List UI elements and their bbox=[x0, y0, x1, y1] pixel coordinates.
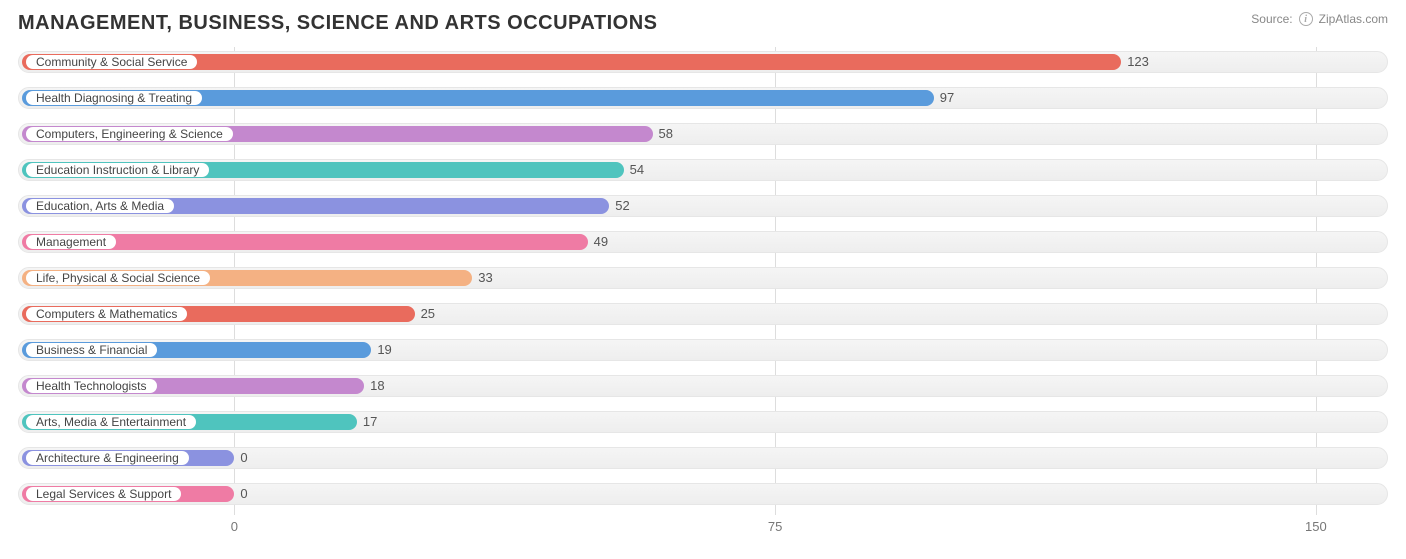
category-label: Health Technologists bbox=[26, 379, 157, 393]
category-label: Computers & Mathematics bbox=[26, 307, 187, 321]
axis-tick-label: 150 bbox=[1305, 519, 1327, 534]
value-label: 33 bbox=[478, 271, 492, 285]
category-label: Management bbox=[26, 235, 116, 249]
category-label: Computers, Engineering & Science bbox=[26, 127, 233, 141]
category-label: Community & Social Service bbox=[26, 55, 197, 69]
bar-row: Health Technologists 18 bbox=[18, 371, 1388, 401]
value-label: 97 bbox=[940, 91, 954, 105]
bar-row: Arts, Media & Entertainment 17 bbox=[18, 407, 1388, 437]
info-icon: i bbox=[1299, 12, 1313, 26]
value-label: 52 bbox=[615, 199, 629, 213]
bar-row: Life, Physical & Social Science 33 bbox=[18, 263, 1388, 293]
value-label: 18 bbox=[370, 379, 384, 393]
category-label: Legal Services & Support bbox=[26, 487, 181, 501]
bar-row: Computers, Engineering & Science 58 bbox=[18, 119, 1388, 149]
bar-row: Management 49 bbox=[18, 227, 1388, 257]
bar-row: Business & Financial 19 bbox=[18, 335, 1388, 365]
bar-row: Community & Social Service 123 bbox=[18, 47, 1388, 77]
bars-container: Community & Social Service 123 Health Diag… bbox=[18, 47, 1388, 509]
source-name: ZipAtlas.com bbox=[1319, 12, 1388, 26]
x-axis: 0 75 150 bbox=[18, 515, 1388, 539]
axis-tick-label: 75 bbox=[768, 519, 782, 534]
chart-title: MANAGEMENT, BUSINESS, SCIENCE AND ARTS O… bbox=[18, 12, 657, 35]
header: MANAGEMENT, BUSINESS, SCIENCE AND ARTS O… bbox=[18, 12, 1388, 35]
source-prefix: Source: bbox=[1251, 12, 1292, 26]
value-label: 54 bbox=[630, 163, 644, 177]
value-label: 17 bbox=[363, 415, 377, 429]
category-label: Architecture & Engineering bbox=[26, 451, 189, 465]
value-label: 49 bbox=[594, 235, 608, 249]
chart-area: Community & Social Service 123 Health Diag… bbox=[18, 47, 1388, 539]
category-label: Life, Physical & Social Science bbox=[26, 271, 210, 285]
value-label: 25 bbox=[421, 307, 435, 321]
bar-row: Architecture & Engineering 0 bbox=[18, 443, 1388, 473]
axis-tick-label: 0 bbox=[231, 519, 238, 534]
value-label: 0 bbox=[240, 487, 247, 501]
bar-row: Computers & Mathematics 25 bbox=[18, 299, 1388, 329]
value-label: 123 bbox=[1127, 55, 1149, 69]
value-label: 0 bbox=[240, 451, 247, 465]
bar-row: Education, Arts & Media 52 bbox=[18, 191, 1388, 221]
bar-row: Health Diagnosing & Treating 97 bbox=[18, 83, 1388, 113]
bar-row: Legal Services & Support 0 bbox=[18, 479, 1388, 509]
category-label: Health Diagnosing & Treating bbox=[26, 91, 202, 105]
category-label: Education Instruction & Library bbox=[26, 163, 209, 177]
category-label: Education, Arts & Media bbox=[26, 199, 174, 213]
category-label: Arts, Media & Entertainment bbox=[26, 415, 196, 429]
value-label: 58 bbox=[659, 127, 673, 141]
source-attribution: Source: i ZipAtlas.com bbox=[1251, 12, 1388, 26]
bar-row: Education Instruction & Library 54 bbox=[18, 155, 1388, 185]
category-label: Business & Financial bbox=[26, 343, 157, 357]
value-label: 19 bbox=[377, 343, 391, 357]
